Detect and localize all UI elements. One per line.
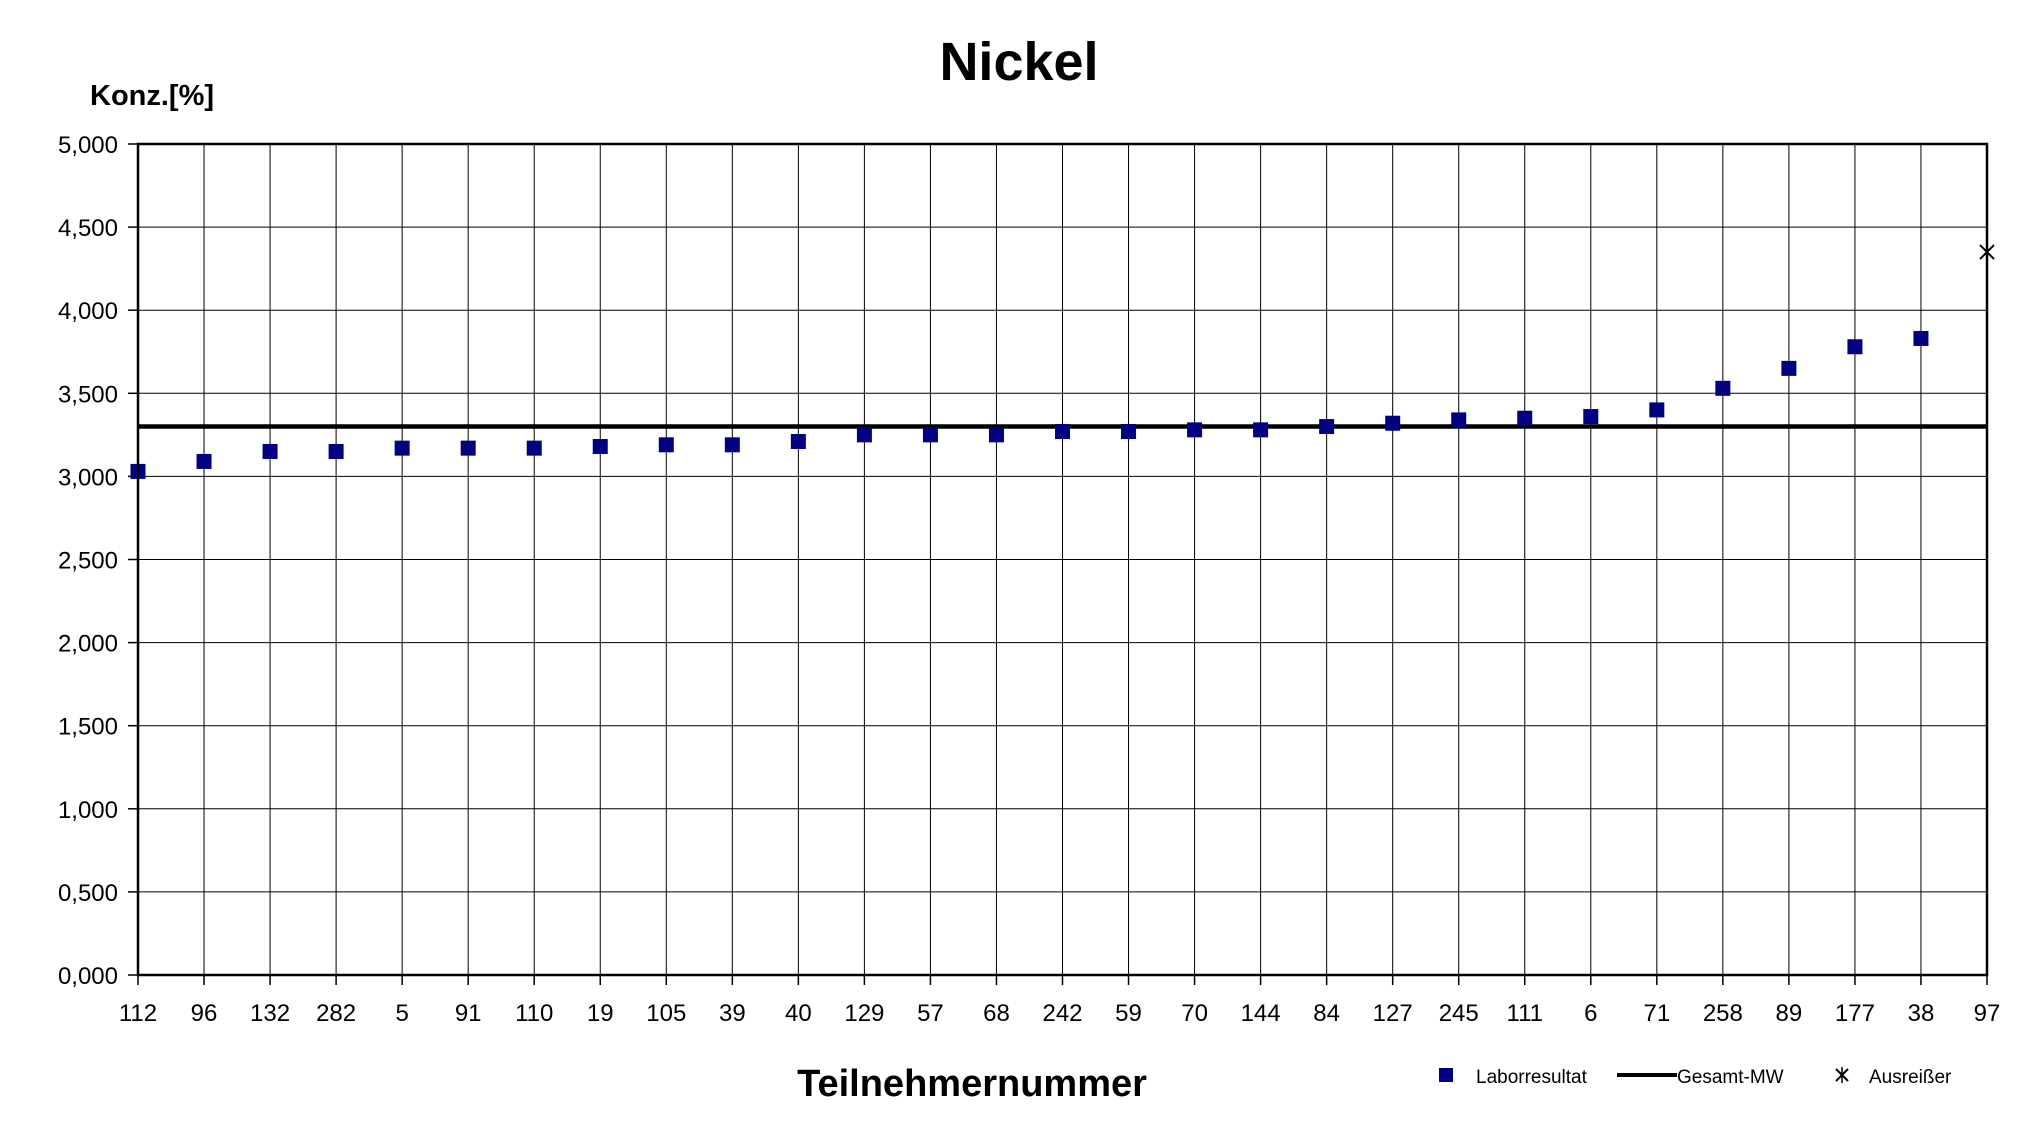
x-tick-label: 242: [1042, 1000, 1082, 1027]
data-points: [130, 244, 1995, 479]
data-point: [1055, 424, 1070, 440]
data-point: [1517, 410, 1533, 426]
data-point: [196, 453, 212, 469]
y-tick-label: 1,000: [58, 797, 118, 824]
legend-square-marker: [1439, 1068, 1453, 1082]
y-tick-label: 2,500: [58, 548, 118, 575]
x-tick-label: 127: [1373, 1000, 1413, 1027]
data-point: [460, 440, 476, 456]
data-point: [262, 443, 278, 459]
x-tick-labels: 112 96 132 282 5 91 110 19 105 39 40 129 57 68 242 59 70…: [119, 1000, 2000, 1027]
x-tick-label: 177: [1835, 1000, 1875, 1027]
y-tick-label: 4,000: [58, 298, 118, 325]
data-point: [1913, 330, 1929, 346]
legend-label-gesamt-mw: Gesamt-MW: [1677, 1067, 1784, 1088]
x-tick-label: 38: [1908, 1000, 1935, 1027]
data-point: [1253, 422, 1269, 438]
x-tick-label: 71: [1643, 1000, 1670, 1027]
data-point: [1187, 422, 1203, 438]
x-tick-label: 59: [1115, 1000, 1142, 1027]
data-point: [988, 427, 1004, 443]
data-point: [1715, 380, 1731, 396]
plot-area-border: [136, 142, 1989, 977]
legend: Laborresultat Gesamt-MW Ausreißer: [1439, 1067, 1952, 1088]
data-point: [328, 443, 344, 459]
y-tick-label: 3,000: [58, 464, 118, 491]
data-point: [592, 438, 608, 454]
x-tick-label: 258: [1703, 1000, 1743, 1027]
data-point: [1781, 360, 1797, 376]
chart-title: Nickel: [939, 32, 1098, 92]
x-tick-label: 111: [1507, 1000, 1543, 1027]
y-tick-labels: 0,000 0,500 1,000 1,500 2,000 2,500 3,000 3,500…: [58, 132, 118, 990]
x-tick-label: 39: [719, 1000, 746, 1027]
x-tick-label: 6: [1584, 1000, 1597, 1027]
data-point: [1451, 412, 1467, 428]
data-point: [856, 427, 872, 443]
x-tick-label: 5: [395, 1000, 408, 1027]
x-tick-label: 110: [515, 1000, 553, 1027]
data-point: [658, 437, 674, 453]
legend-label-laborresultat: Laborresultat: [1476, 1067, 1588, 1088]
x-tick-label: 57: [917, 1000, 944, 1027]
x-tick-label: 112: [119, 1000, 157, 1027]
data-point: [1319, 419, 1335, 435]
data-point: [394, 440, 410, 456]
y-tick-label: 0,500: [58, 880, 118, 907]
x-tick-label: 91: [455, 1000, 482, 1027]
data-point: [1385, 415, 1401, 431]
y-tick-label: 2,000: [58, 631, 118, 658]
x-tick-label: 96: [191, 1000, 218, 1027]
data-point: [1847, 339, 1863, 355]
x-tick-label: 40: [785, 1000, 812, 1027]
x-tick-label: 84: [1313, 1000, 1340, 1027]
x-tick-label: 97: [1974, 1000, 2001, 1027]
x-tick-label: 132: [250, 1000, 290, 1027]
y-axis-label: Konz.[%]: [90, 80, 214, 112]
legend-label-ausreisser: Ausreißer: [1869, 1067, 1952, 1088]
x-tick-label: 68: [983, 1000, 1010, 1027]
data-point: [724, 437, 740, 453]
x-tick-label: 282: [316, 1000, 356, 1027]
x-tick-label: 89: [1776, 1000, 1803, 1027]
data-point: [922, 427, 938, 443]
x-tick-label: 70: [1181, 1000, 1208, 1027]
y-tick-label: 0,000: [58, 963, 118, 990]
y-tick-label: 4,500: [58, 215, 118, 242]
x-axis-label: Teilnehmernummer: [797, 1063, 1147, 1105]
x-tick-label: 129: [844, 1000, 884, 1027]
data-point: [1649, 402, 1665, 418]
data-point: [790, 433, 806, 449]
data-point: [1583, 409, 1599, 425]
data-point: [1121, 424, 1137, 440]
x-tick-label: 144: [1241, 1000, 1281, 1027]
data-point: [526, 440, 542, 456]
x-tick-label: 245: [1439, 1000, 1479, 1027]
y-tick-label: 3,500: [58, 381, 118, 408]
y-tick-label: 1,500: [58, 714, 118, 741]
y-tick-label: 5,000: [58, 132, 118, 159]
x-tick-label: 19: [587, 1000, 614, 1027]
legend-x-marker: [1835, 1067, 1849, 1083]
x-tick-label: 105: [646, 1000, 686, 1027]
